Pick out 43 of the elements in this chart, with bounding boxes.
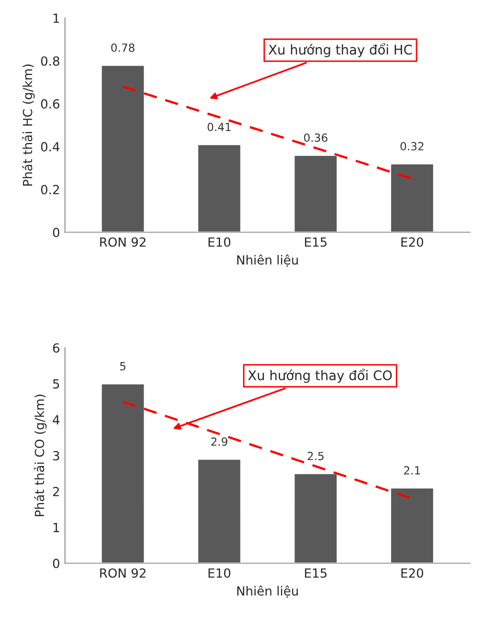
x-tick-label: E15: [305, 568, 326, 578]
data-label: 0.78: [111, 43, 134, 52]
y-tick-label: 5: [53, 379, 60, 389]
y-tick-label: 0: [53, 228, 60, 238]
data-label: 0.36: [304, 133, 328, 142]
x-axis-title: Nhiên liệu: [237, 254, 298, 267]
x-tick-label: E20: [401, 568, 424, 578]
x-tick-label: RON 92: [100, 237, 146, 247]
y-tick-label: 1: [54, 522, 59, 532]
y-tick-label: 3: [53, 450, 60, 460]
bar: [293, 472, 338, 564]
data-label: 0.41: [208, 122, 231, 132]
y-tick-label: 0.8: [41, 56, 60, 66]
bar: [196, 458, 242, 564]
annotation: Xu hướng thay đổi HC: [268, 43, 412, 58]
x-tick-label: E10: [208, 237, 230, 247]
y-tick-label: 0.2: [41, 184, 59, 194]
x-tick-label: E20: [401, 237, 424, 247]
y-axis-title: Phát thải CO (g/km): [34, 394, 47, 516]
y-axis-title: Phát thải HC (g/km): [22, 64, 35, 186]
bar: [100, 64, 146, 232]
bar: [293, 154, 338, 232]
y-tick-label: 1: [54, 14, 59, 23]
x-tick-label: E15: [305, 238, 326, 247]
bar: [196, 144, 242, 232]
y-tick-label: 6: [53, 343, 60, 353]
y-tick-label: 2: [53, 486, 59, 496]
y-tick-label: 0.4: [41, 142, 60, 152]
data-label: 0.32: [400, 142, 424, 150]
bar: [100, 382, 146, 564]
data-label: 2.9: [211, 437, 228, 446]
y-tick-label: 0.6: [41, 99, 60, 109]
data-label: 2.5: [308, 452, 324, 460]
x-axis-title: Nhiên liệu: [237, 585, 298, 598]
x-tick-label: RON 92: [100, 568, 146, 578]
annotation: Xu hướng thay đổi CO: [248, 368, 392, 383]
y-tick-label: 0: [53, 558, 60, 568]
x-tick-label: E10: [208, 568, 230, 578]
data-label: 2.1: [404, 466, 420, 474]
bar: [390, 163, 434, 232]
y-tick-label: 4: [52, 415, 60, 424]
bar: [390, 487, 434, 564]
data-label: 5: [120, 362, 126, 370]
